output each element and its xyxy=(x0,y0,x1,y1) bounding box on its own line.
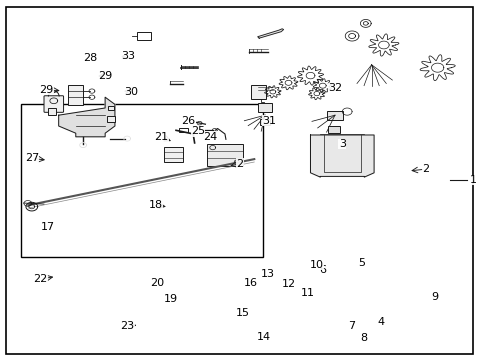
Text: 33: 33 xyxy=(121,51,135,61)
Text: 17: 17 xyxy=(41,222,55,232)
Bar xyxy=(48,108,56,115)
Text: 31: 31 xyxy=(262,116,275,126)
Text: 32: 32 xyxy=(327,83,341,93)
Text: 28: 28 xyxy=(83,53,98,63)
Text: 4: 4 xyxy=(377,317,384,327)
Text: 8: 8 xyxy=(360,333,367,343)
Bar xyxy=(257,103,272,112)
Text: 11: 11 xyxy=(301,288,314,298)
Text: 6: 6 xyxy=(319,265,325,275)
Text: 2: 2 xyxy=(421,164,428,174)
Bar xyxy=(20,104,262,257)
Text: 13: 13 xyxy=(261,269,274,279)
Text: 27: 27 xyxy=(24,153,39,163)
Bar xyxy=(326,111,342,120)
Text: 5: 5 xyxy=(358,258,365,268)
Text: 10: 10 xyxy=(309,260,323,270)
Text: 19: 19 xyxy=(164,294,178,304)
Text: 16: 16 xyxy=(243,278,257,288)
Text: 1: 1 xyxy=(469,175,476,185)
Text: 30: 30 xyxy=(124,87,138,97)
Text: 9: 9 xyxy=(431,292,438,302)
Bar xyxy=(164,147,183,162)
Text: 20: 20 xyxy=(150,278,164,288)
Text: 21: 21 xyxy=(154,132,168,142)
Text: 26: 26 xyxy=(181,116,195,126)
Polygon shape xyxy=(59,97,115,137)
Bar xyxy=(107,106,114,110)
Bar xyxy=(250,85,265,99)
Text: 22: 22 xyxy=(33,274,48,284)
Polygon shape xyxy=(257,29,283,38)
Polygon shape xyxy=(310,135,373,177)
Text: 14: 14 xyxy=(257,332,270,342)
Text: 18: 18 xyxy=(148,200,162,210)
Text: 2: 2 xyxy=(236,159,243,169)
Text: 29: 29 xyxy=(98,71,112,81)
Bar xyxy=(68,85,83,105)
Bar xyxy=(179,128,187,132)
FancyBboxPatch shape xyxy=(44,96,63,112)
Bar xyxy=(107,116,115,122)
Bar xyxy=(137,32,151,40)
Text: 23: 23 xyxy=(120,321,134,331)
Text: 3: 3 xyxy=(338,139,345,149)
Bar xyxy=(327,126,340,133)
Bar xyxy=(259,119,270,125)
Text: 7: 7 xyxy=(348,321,355,331)
Text: 29: 29 xyxy=(39,85,54,95)
Bar xyxy=(206,144,243,166)
Text: 25: 25 xyxy=(191,126,204,136)
Text: 12: 12 xyxy=(281,279,295,289)
Text: 24: 24 xyxy=(203,132,217,142)
Text: 15: 15 xyxy=(236,308,249,318)
